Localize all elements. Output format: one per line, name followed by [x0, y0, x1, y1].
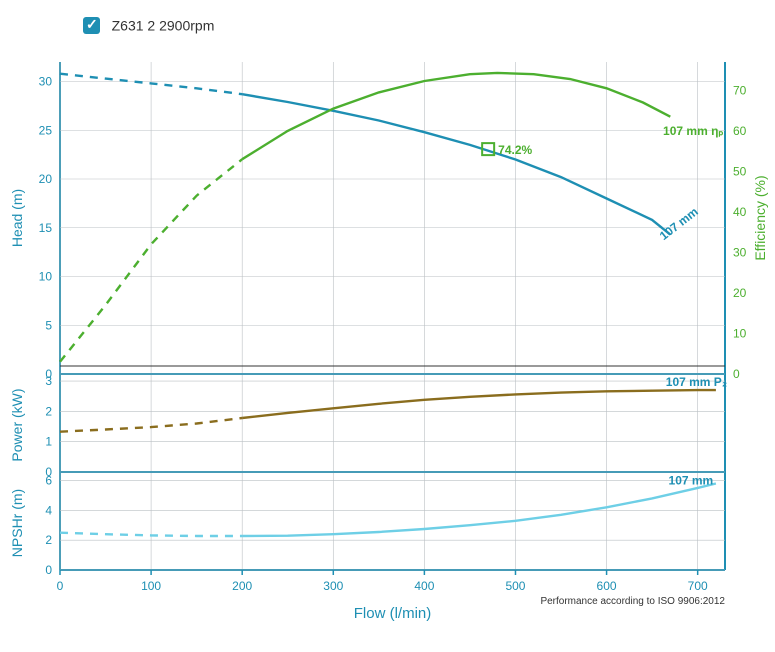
svg-text:20: 20 — [733, 286, 747, 300]
svg-text:30: 30 — [733, 245, 747, 259]
svg-text:10: 10 — [39, 270, 53, 284]
svg-text:Power (kW): Power (kW) — [9, 388, 25, 461]
svg-text:0: 0 — [733, 367, 740, 381]
svg-text:50: 50 — [733, 164, 747, 178]
svg-text:107 mm: 107 mm — [669, 473, 714, 487]
svg-text:600: 600 — [597, 579, 617, 593]
svg-text:25: 25 — [39, 123, 53, 137]
svg-text:40: 40 — [733, 205, 747, 219]
svg-text:2: 2 — [45, 404, 52, 418]
svg-text:Performance according to ISO 9: Performance according to ISO 9906:2012 — [540, 596, 725, 607]
svg-text:700: 700 — [688, 579, 708, 593]
svg-text:30: 30 — [39, 75, 53, 89]
svg-text:107 mm: 107 mm — [657, 204, 701, 243]
svg-text:Efficiency (%): Efficiency (%) — [752, 175, 768, 260]
svg-text:6: 6 — [45, 473, 52, 487]
svg-text:60: 60 — [733, 124, 747, 138]
svg-text:0: 0 — [57, 579, 64, 593]
svg-text:Head (m): Head (m) — [9, 189, 25, 247]
pump-curve-chart: 05101520253001020304050607074.2%107 mm10… — [0, 0, 775, 652]
svg-text:Flow (l/min): Flow (l/min) — [354, 605, 432, 622]
svg-text:1: 1 — [45, 435, 52, 449]
svg-text:300: 300 — [323, 579, 343, 593]
svg-text:10: 10 — [733, 326, 747, 340]
svg-text:2: 2 — [45, 533, 52, 547]
svg-text:0: 0 — [45, 563, 52, 577]
svg-text:70: 70 — [733, 83, 747, 97]
svg-text:4: 4 — [45, 503, 52, 517]
svg-text:5: 5 — [45, 318, 52, 332]
svg-text:20: 20 — [39, 172, 53, 186]
svg-text:100: 100 — [141, 579, 161, 593]
svg-text:107 mm P₂: 107 mm P₂ — [666, 375, 727, 389]
svg-text:NPSHr (m): NPSHr (m) — [9, 489, 25, 557]
svg-text:500: 500 — [505, 579, 525, 593]
svg-text:200: 200 — [232, 579, 252, 593]
svg-text:400: 400 — [414, 579, 434, 593]
svg-text:3: 3 — [45, 374, 52, 388]
svg-text:15: 15 — [39, 221, 53, 235]
svg-text:107 mm ηₚ: 107 mm ηₚ — [663, 124, 724, 138]
svg-text:74.2%: 74.2% — [498, 143, 532, 157]
